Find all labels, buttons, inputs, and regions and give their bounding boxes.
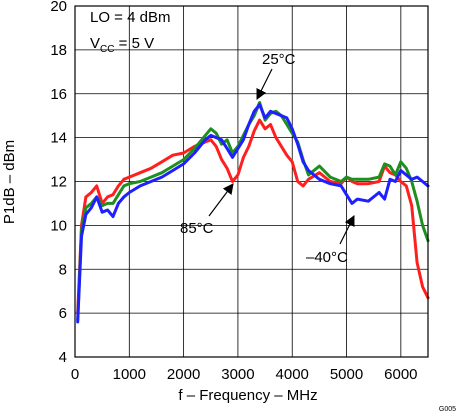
x-tick-label: 3000 xyxy=(221,366,254,383)
series-line-m40c xyxy=(76,103,430,324)
y-tick-label: 14 xyxy=(50,130,67,147)
condition-lo: LO = 4 dBm xyxy=(90,9,170,26)
annotation-85c: 85°C xyxy=(180,220,214,237)
annotation-25c-arrow xyxy=(256,68,273,100)
x-tick-label: 1000 xyxy=(113,366,146,383)
y-tick-label: 12 xyxy=(50,174,67,191)
plot-frame xyxy=(74,5,429,358)
x-tick-labels: 0 1000 2000 3000 4000 5000 6000 xyxy=(71,366,418,383)
x-axis-title: f – Frequency – MHz xyxy=(178,387,317,404)
y-tick-label: 16 xyxy=(50,86,67,103)
y-tick-label: 4 xyxy=(59,349,67,366)
annotation-85c-arrow xyxy=(208,183,234,217)
x-tick-label: 5000 xyxy=(330,366,363,383)
x-tick-label: 0 xyxy=(71,366,79,383)
series-lines xyxy=(76,101,430,324)
x-tick-label: 2000 xyxy=(167,366,200,383)
figure-id: G005 xyxy=(439,406,456,413)
y-tick-label: 8 xyxy=(59,261,67,278)
y-axis-title: P1dB – dBm xyxy=(1,140,18,224)
y-tick-label: 20 xyxy=(50,0,67,15)
annotation-m40c-arrow xyxy=(339,215,355,245)
condition-vcc: VCC = 5 V xyxy=(90,35,154,55)
series-line-85c xyxy=(76,118,430,315)
annotation-25c: 25°C xyxy=(262,51,296,68)
y-tick-label: 18 xyxy=(50,42,67,59)
annotation-m40c: –40°C xyxy=(306,249,348,266)
x-tick-label: 6000 xyxy=(384,366,417,383)
x-tick-label: 4000 xyxy=(276,366,309,383)
y-tick-labels: 4 6 8 10 12 14 16 18 20 xyxy=(50,0,67,366)
annotations: 25°C 85°C –40°C xyxy=(180,51,355,266)
y-tick-label: 6 xyxy=(59,305,67,322)
y-tick-label: 10 xyxy=(50,217,67,234)
